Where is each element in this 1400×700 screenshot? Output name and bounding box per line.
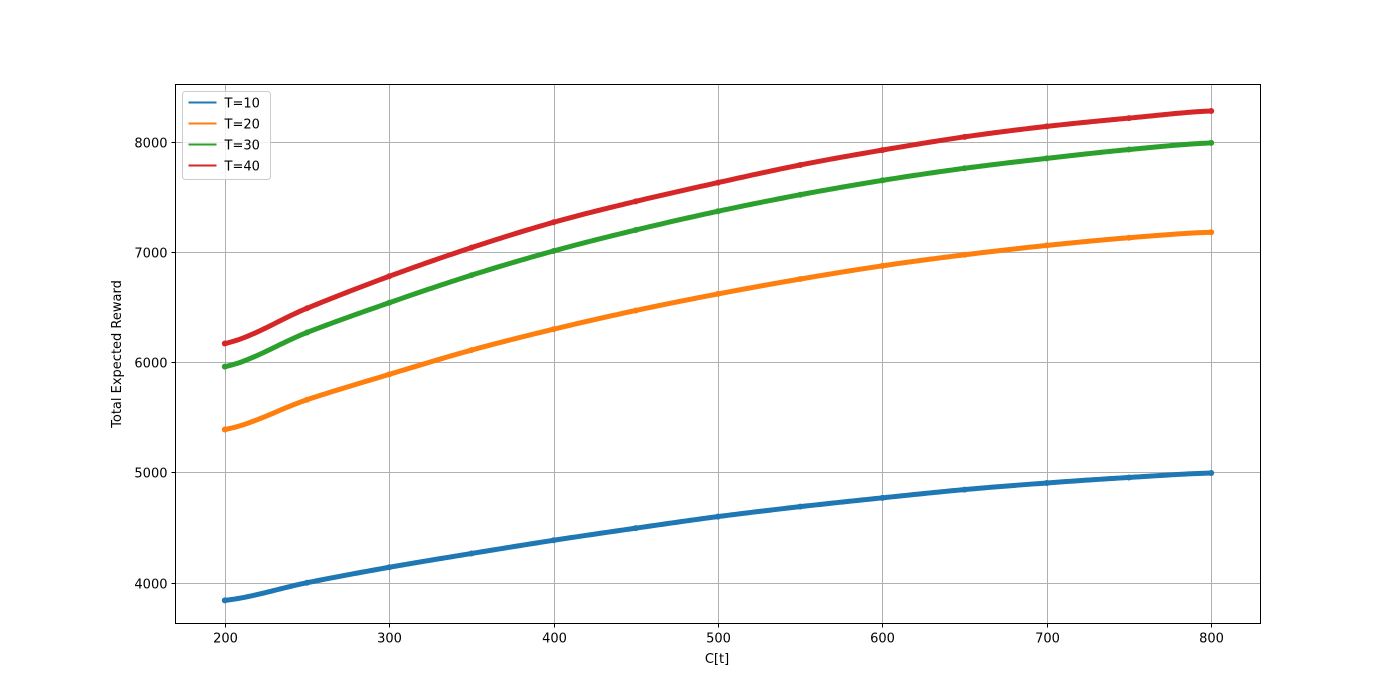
series-point (1043, 123, 1050, 130)
y-tick-label: 8000 (134, 137, 167, 152)
series-point (797, 503, 804, 510)
series-point (1208, 107, 1215, 114)
series-point (468, 347, 475, 354)
series-point (468, 550, 475, 557)
series-point (879, 147, 886, 154)
series-point (1043, 479, 1050, 486)
series-point (715, 179, 721, 186)
series-point (304, 579, 311, 586)
series-point (468, 272, 475, 279)
x-axis-label: C[t] (705, 652, 729, 667)
series-point (304, 305, 311, 312)
legend-label: T=10 (224, 97, 260, 112)
series-point (1125, 474, 1132, 481)
series-point (1208, 139, 1215, 146)
legend: T=10 T=20 T=30 T=40 (182, 91, 271, 180)
series-point (879, 177, 886, 184)
y-tick-label: 7000 (134, 247, 167, 262)
series-point (304, 396, 311, 403)
series-point (961, 165, 968, 172)
y-tick-label: 4000 (134, 578, 167, 593)
series-point (715, 290, 721, 297)
series-point (386, 273, 393, 280)
series-point (221, 597, 228, 604)
x-tick-label: 800 (1199, 632, 1224, 647)
legend-label: T=20 (224, 118, 260, 133)
y-tick-label: 6000 (134, 357, 167, 372)
series-point (715, 208, 721, 215)
series-point (715, 513, 721, 520)
series-point (961, 486, 968, 493)
series-point (550, 219, 557, 226)
series-point (468, 244, 475, 251)
series-point (221, 363, 228, 370)
series-point (1208, 470, 1215, 477)
series-point (1208, 229, 1215, 236)
series-point (221, 426, 228, 433)
x-tick-label: 700 (1035, 632, 1060, 647)
x-tick-label: 400 (542, 632, 567, 647)
series-point (961, 133, 968, 140)
x-tick-label: 500 (706, 632, 731, 647)
legend-box (182, 91, 271, 180)
series-point (632, 525, 639, 532)
series-layer (221, 107, 1215, 604)
legend-label: T=40 (224, 160, 260, 175)
y-axis: 4000 5000 6000 7000 8000 (134, 137, 176, 593)
series-point (304, 329, 311, 336)
series-point (632, 227, 639, 233)
series-point (221, 340, 228, 347)
legend-label: T=30 (224, 139, 260, 154)
series-point (386, 371, 393, 378)
series-point (797, 276, 804, 283)
y-axis-label: Total Expected Reward (110, 280, 125, 429)
series-point (1043, 242, 1050, 249)
series-point (1125, 234, 1132, 241)
series-point (1043, 155, 1050, 162)
series-point (550, 326, 557, 333)
x-axis: 200 300 400 500 600 700 800 (213, 623, 1224, 647)
series-point (632, 307, 639, 314)
series-point (386, 299, 393, 306)
series-point (1125, 146, 1132, 153)
x-tick-label: 600 (870, 632, 895, 647)
series-point (961, 251, 968, 258)
y-tick-label: 5000 (134, 467, 167, 482)
grid (175, 84, 1261, 624)
series-point (550, 247, 557, 254)
series-point (797, 191, 804, 198)
series-point (879, 262, 886, 269)
series-point (386, 564, 393, 571)
series-point (550, 537, 557, 544)
series-point (879, 494, 886, 501)
series-point (797, 161, 804, 168)
series-point (632, 198, 639, 205)
x-tick-label: 200 (213, 632, 238, 647)
series-point (1125, 115, 1132, 122)
x-tick-label: 300 (377, 632, 402, 647)
